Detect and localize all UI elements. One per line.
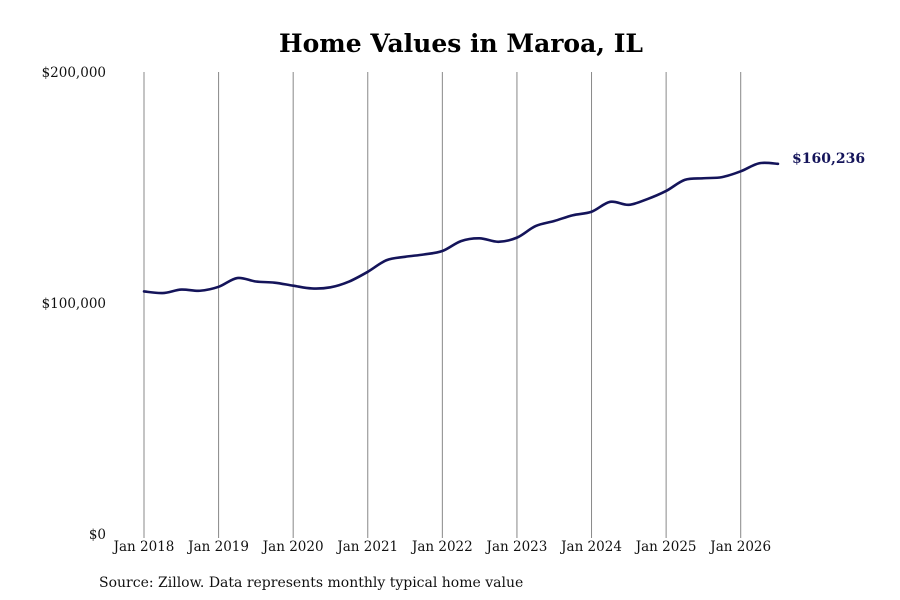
- x-tick-label: Jan 2023: [485, 539, 548, 555]
- y-axis-ticks: $0 $100,000 $200,000: [42, 65, 106, 543]
- x-tick-label: Jan 2025: [634, 539, 697, 555]
- x-tick-label: Jan 2018: [112, 539, 175, 555]
- x-tick-label: Jan 2024: [559, 539, 622, 555]
- x-tick-label: Jan 2019: [186, 539, 249, 555]
- series-layer: [142, 161, 780, 295]
- end-value-label: $160,236: [792, 151, 865, 167]
- x-tick-label: Jan 2026: [708, 539, 771, 555]
- y-tick-label: $200,000: [42, 65, 106, 81]
- x-tick-label: Jan 2021: [335, 539, 398, 555]
- series-line-0: [142, 161, 780, 295]
- x-tick-label: Jan 2022: [410, 539, 473, 555]
- x-tick-label: Jan 2020: [261, 539, 324, 555]
- y-tick-label: $100,000: [42, 296, 106, 312]
- source-note: Source: Zillow. Data represents monthly …: [99, 575, 523, 591]
- chart-title: Home Values in Maroa, IL: [279, 29, 643, 58]
- x-axis-ticks: Jan 2018 Jan 2019 Jan 2020 Jan 2021 Jan 2022…: [112, 539, 772, 555]
- y-tick-label: $0: [89, 527, 106, 543]
- gridlines: [143, 72, 742, 538]
